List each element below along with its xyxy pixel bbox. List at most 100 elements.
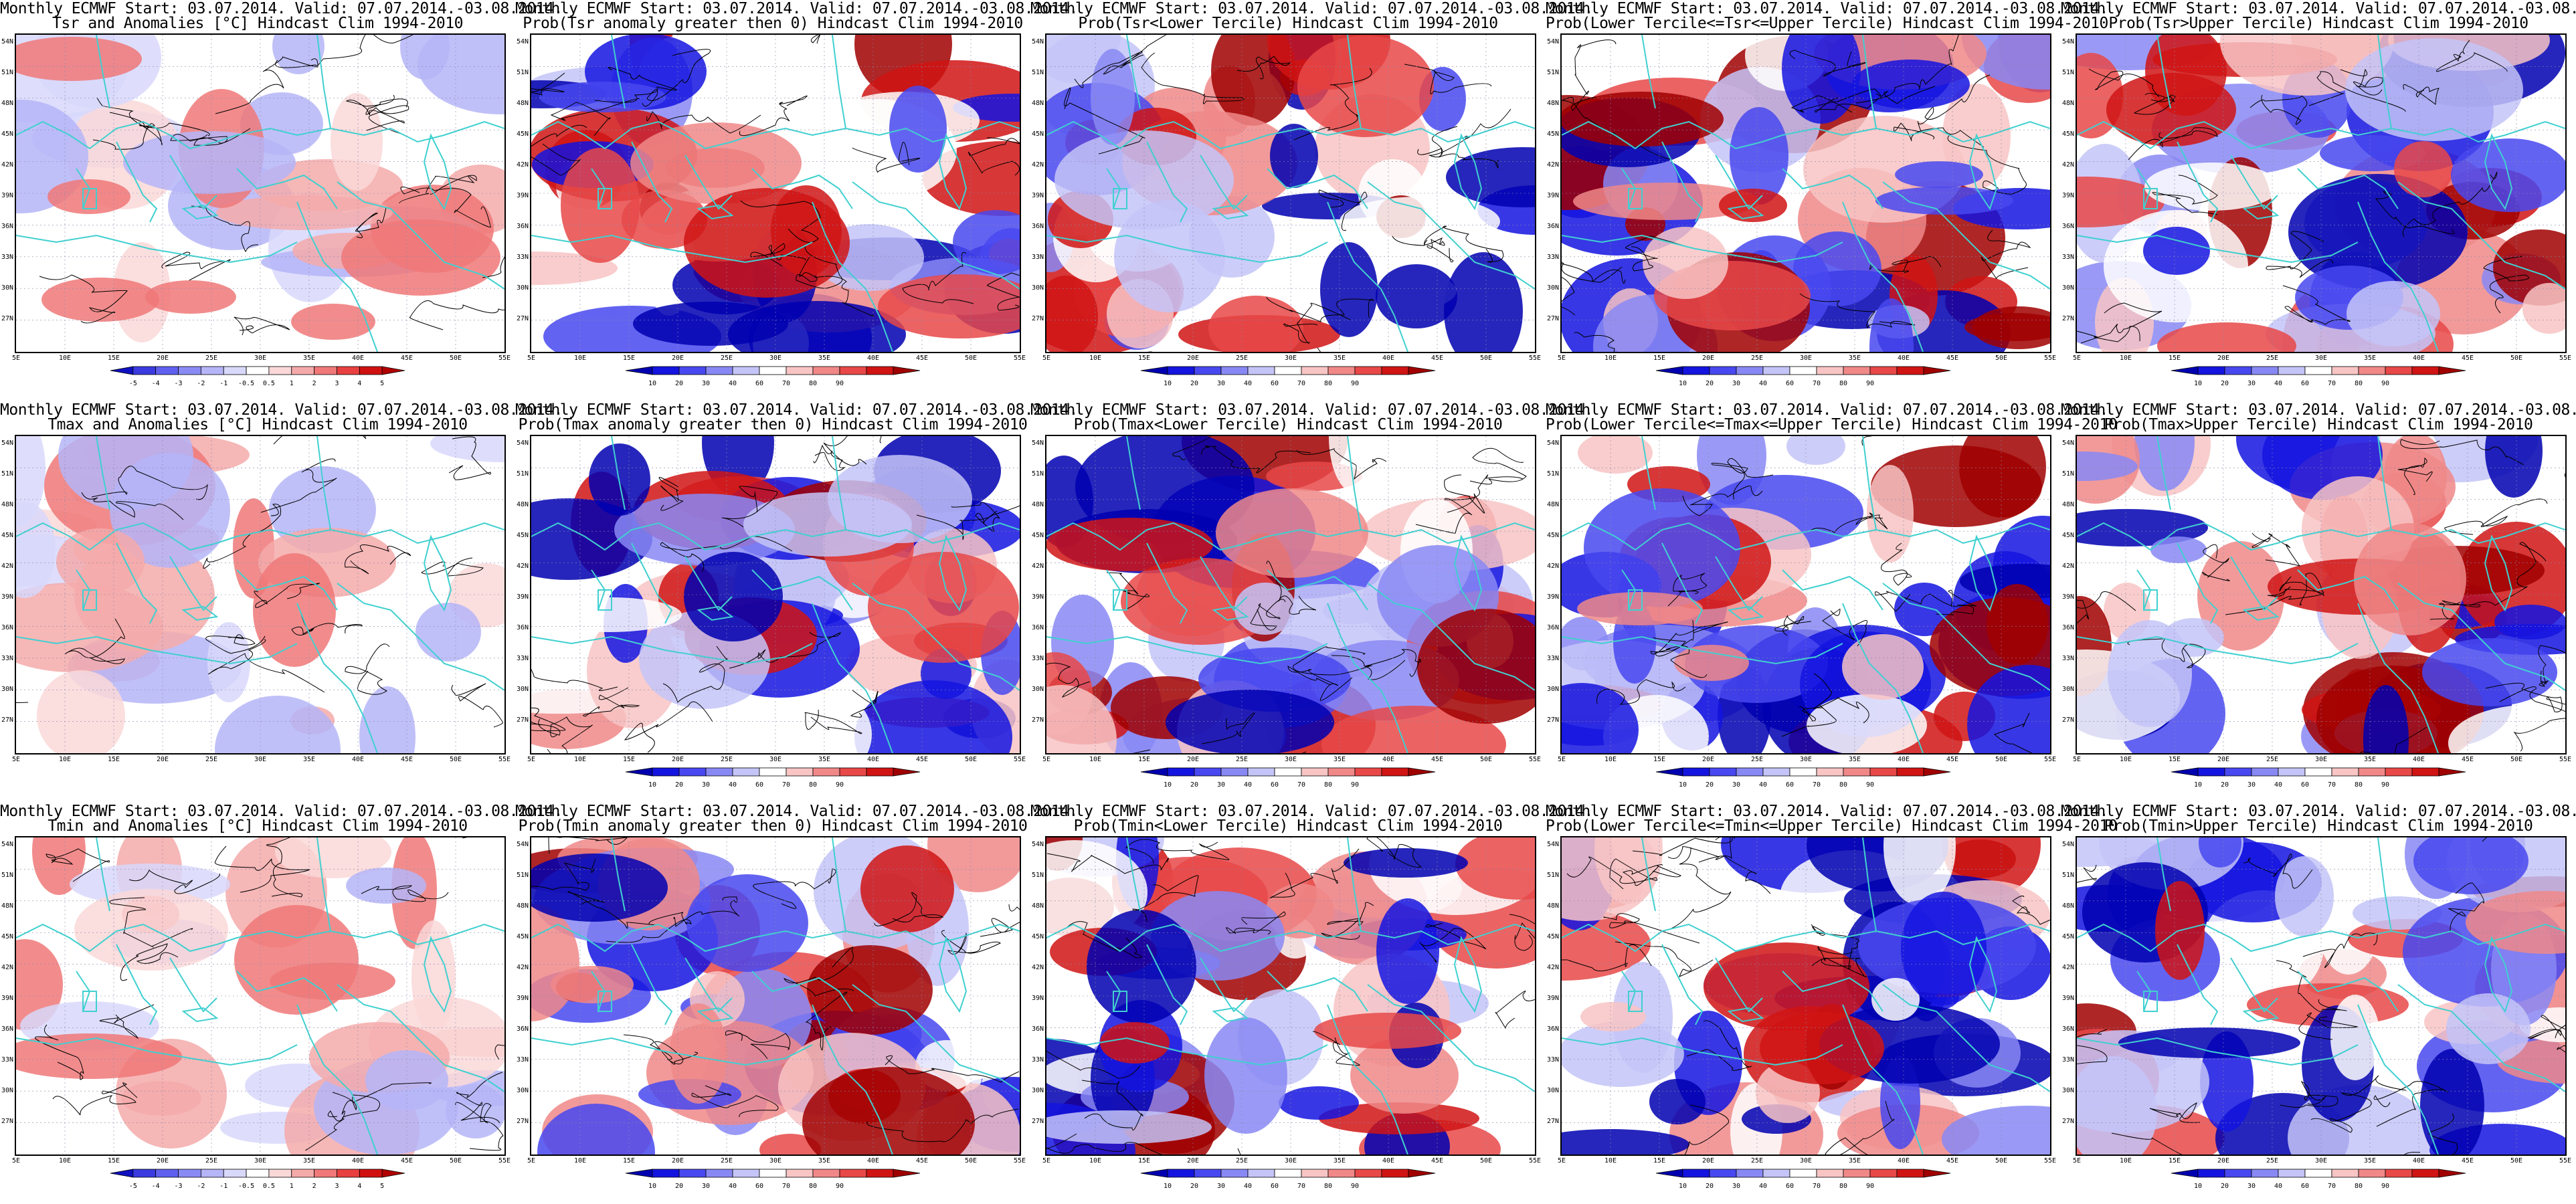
contour-line (1813, 673, 1869, 724)
field-blob (2199, 837, 2241, 868)
field-blob (1871, 445, 2042, 527)
coastline (1126, 436, 1141, 510)
colorbar-label: 20 (674, 380, 684, 387)
colorbar-swatch (2385, 1169, 2413, 1178)
contour-line (1650, 621, 1728, 655)
contour-line (1562, 262, 1626, 284)
coastline (82, 991, 97, 1012)
contour-line (208, 639, 325, 693)
map-area (15, 836, 506, 1156)
coastline (1882, 583, 2050, 691)
contour-line (2429, 600, 2481, 620)
contour-line (128, 870, 220, 894)
map-panel-15: Monthly ECMWF Start: 03.07.2014. Valid: … (2061, 803, 2576, 1204)
contour-line (2373, 1081, 2449, 1127)
contour-line (1287, 666, 1353, 701)
colorbar-swatch (1923, 767, 1951, 777)
lon-tick-label: 25E (2266, 756, 2279, 763)
coastline (181, 605, 219, 621)
colorbar-swatch (1709, 767, 1737, 777)
lon-tick-label: 45E (915, 1157, 929, 1165)
colorbar-swatch (2385, 767, 2413, 777)
lon-tick-label: 40E (2412, 355, 2425, 362)
map-panel-3: Monthly ECMWF Start: 03.07.2014. Valid: … (1030, 0, 1593, 401)
lat-tick-label: 27N (1546, 315, 1559, 322)
coastline (2377, 436, 2392, 530)
coastline (1327, 603, 1408, 753)
map-area (530, 836, 1021, 1156)
lat-tick-label: 51N (516, 470, 529, 478)
colorbar-swatch (1843, 767, 1871, 777)
lon-tick-label: 45E (400, 355, 413, 362)
field-blob (953, 210, 1020, 274)
lon-tick-label: 55E (1528, 355, 1542, 362)
contour-line (2280, 1080, 2338, 1108)
map-panel-10: Monthly ECMWF Start: 03.07.2014. Valid: … (2061, 401, 2576, 803)
lon-tick-label: 30E (1284, 1157, 1297, 1165)
colorbar-swatch (2197, 767, 2225, 777)
coastline (2230, 155, 2278, 210)
colorbar-label: 90 (2381, 1183, 2390, 1190)
lat-tick-label: 36N (516, 223, 529, 230)
contour-line (64, 618, 125, 664)
colorbar-swatch (1736, 366, 1764, 375)
lat-tick-label: 30N (516, 686, 529, 693)
panel-title-line2: Prob(Lower Tercile<=Tmin<=Upper Tercile)… (1546, 817, 2118, 835)
colorbar-label: 5 (380, 380, 385, 387)
contour-line (1201, 445, 1311, 474)
colorbar-label: 40 (1243, 1183, 1253, 1190)
contour-line (691, 1085, 779, 1118)
colorbar-label: 70 (1297, 380, 1306, 387)
colorbar-swatch (625, 366, 653, 375)
lon-tick-label: 35E (1333, 1157, 1346, 1165)
colorbar-label: 90 (835, 380, 844, 387)
colorbar-swatch (1896, 366, 1924, 375)
lon-tick-label: 25E (2266, 355, 2279, 362)
contour-line (1811, 946, 1867, 978)
coastline (1661, 944, 1704, 1025)
colorbar-label: 20 (2220, 380, 2229, 387)
contour-line (215, 56, 318, 114)
contour-line (531, 72, 565, 96)
colorbar-swatch (2331, 366, 2359, 375)
panel-title-line1: Monthly ECMWF Start: 03.07.2014. Valid: … (515, 401, 1078, 419)
contour-line (2266, 231, 2334, 278)
contour-line (1226, 911, 1286, 935)
coastline (684, 957, 733, 1013)
panel-title-line2: Prob(Tmin>Upper Tercile) Hindcast Clim 1… (2104, 817, 2533, 835)
colorbar-swatch (1869, 767, 1898, 777)
map-area (2076, 33, 2567, 353)
lat-tick-label: 27N (1031, 315, 1044, 322)
lat-tick-label: 51N (1, 69, 13, 76)
colorbar-swatch (1682, 767, 1710, 777)
coastline (1562, 522, 2050, 551)
lon-tick-label: 10E (58, 756, 72, 763)
colorbar-swatch (732, 366, 760, 375)
panel-title-line1: Monthly ECMWF Start: 03.07.2014. Valid: … (2061, 803, 2576, 820)
lon-tick-label: 30E (254, 355, 267, 362)
contour-line (1622, 864, 1681, 886)
lat-tick-label: 30N (1031, 284, 1044, 292)
lon-tick-label: 40E (1897, 1157, 1910, 1165)
lat-tick-label: 33N (2061, 1056, 2074, 1064)
map-area (1560, 435, 2051, 755)
contour-line (1574, 332, 1615, 352)
coastline (1628, 188, 1643, 209)
colorbar-swatch (337, 366, 360, 375)
lat-tick-label: 45N (516, 130, 529, 138)
lon-tick-label: 5E (1557, 756, 1566, 763)
colorbar-label: 60 (755, 781, 764, 789)
contour-line (750, 243, 806, 267)
contour-line (2080, 302, 2163, 344)
lat-tick-label: 54N (1, 439, 13, 447)
coastline (1968, 133, 1998, 211)
field-blob (110, 453, 230, 568)
coastline (1113, 188, 1127, 209)
coastline (697, 605, 734, 621)
coastline (2484, 936, 2513, 1013)
colorbar-swatch (866, 1169, 894, 1178)
field-blob (359, 686, 416, 753)
coastline (631, 542, 673, 624)
lon-tick-label: 55E (498, 355, 511, 362)
colorbar-swatch (1869, 1169, 1898, 1178)
